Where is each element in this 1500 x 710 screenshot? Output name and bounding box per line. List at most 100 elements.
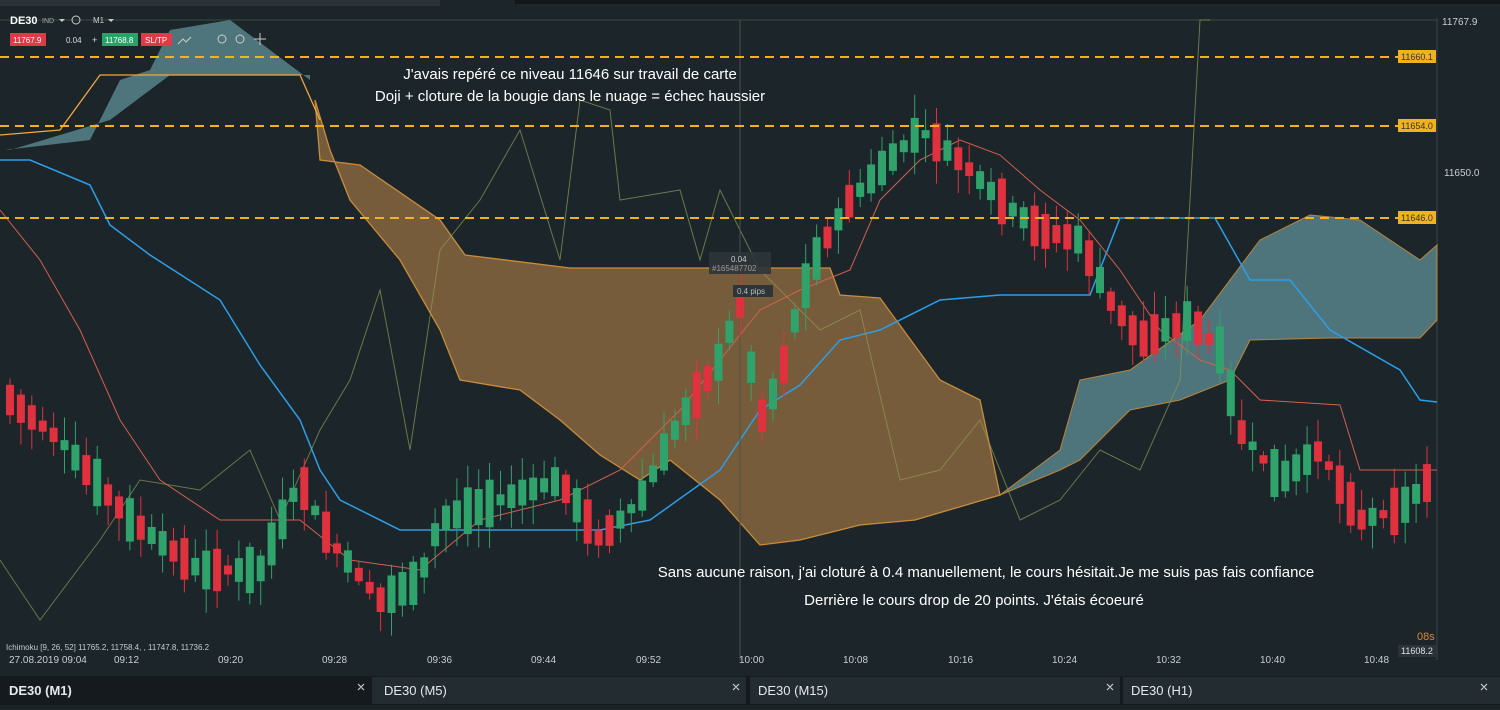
candle-body <box>1292 454 1301 482</box>
order-box[interactable] <box>709 252 771 274</box>
candle-body <box>790 309 799 333</box>
candle-body <box>1423 464 1431 502</box>
tab-label[interactable]: DE30 (M1) <box>9 683 72 698</box>
candle-body <box>725 320 734 343</box>
chikou-line <box>0 19 1210 621</box>
candle-body <box>1139 320 1148 357</box>
candle-body <box>158 531 167 556</box>
tab-label[interactable]: DE30 (M15) <box>758 683 828 698</box>
time-label: 10:00 <box>739 655 764 666</box>
candle-body <box>594 530 603 546</box>
zoom-icon[interactable] <box>235 34 245 44</box>
tab[interactable] <box>750 677 1120 704</box>
tab[interactable] <box>1123 677 1500 704</box>
candle-body <box>1063 224 1072 250</box>
tab-label[interactable]: DE30 (M5) <box>384 683 447 698</box>
dropdown-icon[interactable] <box>108 19 114 22</box>
cloud <box>314 99 1001 546</box>
tab[interactable] <box>372 677 746 704</box>
time-label: 10:48 <box>1364 655 1389 666</box>
tool-icon[interactable] <box>177 36 192 45</box>
market: IND <box>42 18 54 25</box>
candle-body <box>343 550 352 573</box>
candle-body <box>1008 202 1017 217</box>
time-label: 09:52 <box>636 655 661 666</box>
candle-body <box>136 515 145 540</box>
plus[interactable]: + <box>92 35 97 45</box>
candle-body <box>1357 509 1366 530</box>
symbol[interactable]: DE30 <box>10 15 38 27</box>
candle-body <box>1106 291 1115 311</box>
candle-body <box>115 496 123 519</box>
dropdown-icon[interactable] <box>59 19 65 22</box>
candle-body <box>518 479 527 506</box>
time-label: 09:36 <box>427 655 452 666</box>
candle-body <box>354 567 363 582</box>
candle-body <box>965 162 974 177</box>
candle-body <box>82 455 91 486</box>
sltp[interactable]: SL/TP <box>145 36 167 45</box>
candle-body <box>649 465 658 483</box>
candle-body <box>147 527 156 544</box>
timeframe[interactable]: M1 <box>93 16 105 25</box>
candle-body <box>769 378 777 410</box>
candle-body <box>1281 460 1290 492</box>
candle-body <box>311 505 320 516</box>
bid[interactable]: 11767.9 <box>13 36 42 45</box>
candle-body <box>1259 455 1268 464</box>
candle-body <box>60 440 69 451</box>
candle-body <box>431 523 440 547</box>
zoom-icon[interactable] <box>217 34 227 44</box>
candle-body <box>878 150 886 186</box>
tenkan-line <box>0 139 1437 571</box>
candle-body <box>278 499 287 540</box>
candle-body <box>1041 213 1050 249</box>
tab-label[interactable]: DE30 (H1) <box>1131 683 1192 698</box>
ask[interactable]: 11768.8 <box>105 36 134 45</box>
candle-body <box>1074 225 1083 254</box>
move-icon[interactable] <box>254 33 266 45</box>
candle-body <box>1303 444 1312 475</box>
sell-button[interactable] <box>10 33 46 46</box>
candle-body <box>692 371 701 418</box>
candle-body <box>867 164 876 194</box>
candle-body <box>245 546 254 594</box>
time-label: 09:44 <box>531 655 556 666</box>
candle-body <box>605 515 614 546</box>
price-badge <box>1398 119 1436 132</box>
candle-body <box>16 394 25 423</box>
candle-body <box>1085 240 1094 277</box>
indicator-legend[interactable]: Ichimoku [9, 26, 52] 11765.2, 11758.4, ,… <box>6 643 210 652</box>
candle-body <box>289 487 298 502</box>
candle-body <box>812 237 821 280</box>
candle-body <box>747 351 756 383</box>
candle-body <box>6 384 14 416</box>
candle-body <box>322 511 331 553</box>
sltp-button[interactable] <box>141 33 172 46</box>
candle-body <box>104 484 113 506</box>
candle-body <box>529 477 538 501</box>
candle-body <box>485 479 494 528</box>
price-badge <box>1398 211 1436 224</box>
time-label: 10:08 <box>843 655 868 666</box>
candle-body <box>1335 465 1344 504</box>
crosshair-icon[interactable] <box>71 15 81 25</box>
candle-body <box>71 444 80 471</box>
candle-body <box>1412 483 1421 504</box>
candle-body <box>976 171 985 190</box>
candle-body <box>333 543 341 554</box>
spread: 0.04 <box>66 36 82 45</box>
candle-body <box>1237 420 1246 445</box>
candle-body <box>191 557 200 576</box>
candle-body <box>910 117 919 153</box>
close-icon[interactable] <box>357 683 1488 691</box>
candle-body <box>899 140 908 153</box>
buy-button[interactable] <box>102 33 138 46</box>
annotation: Derrière le cours drop de 20 points. J'é… <box>804 592 1144 609</box>
candle-body <box>540 478 549 493</box>
price-label: 11608.2 <box>1401 646 1433 656</box>
order-ticket: #165487702 <box>712 264 757 273</box>
candle-body <box>583 499 592 544</box>
candle-body <box>954 147 963 171</box>
candle-body <box>823 226 832 249</box>
